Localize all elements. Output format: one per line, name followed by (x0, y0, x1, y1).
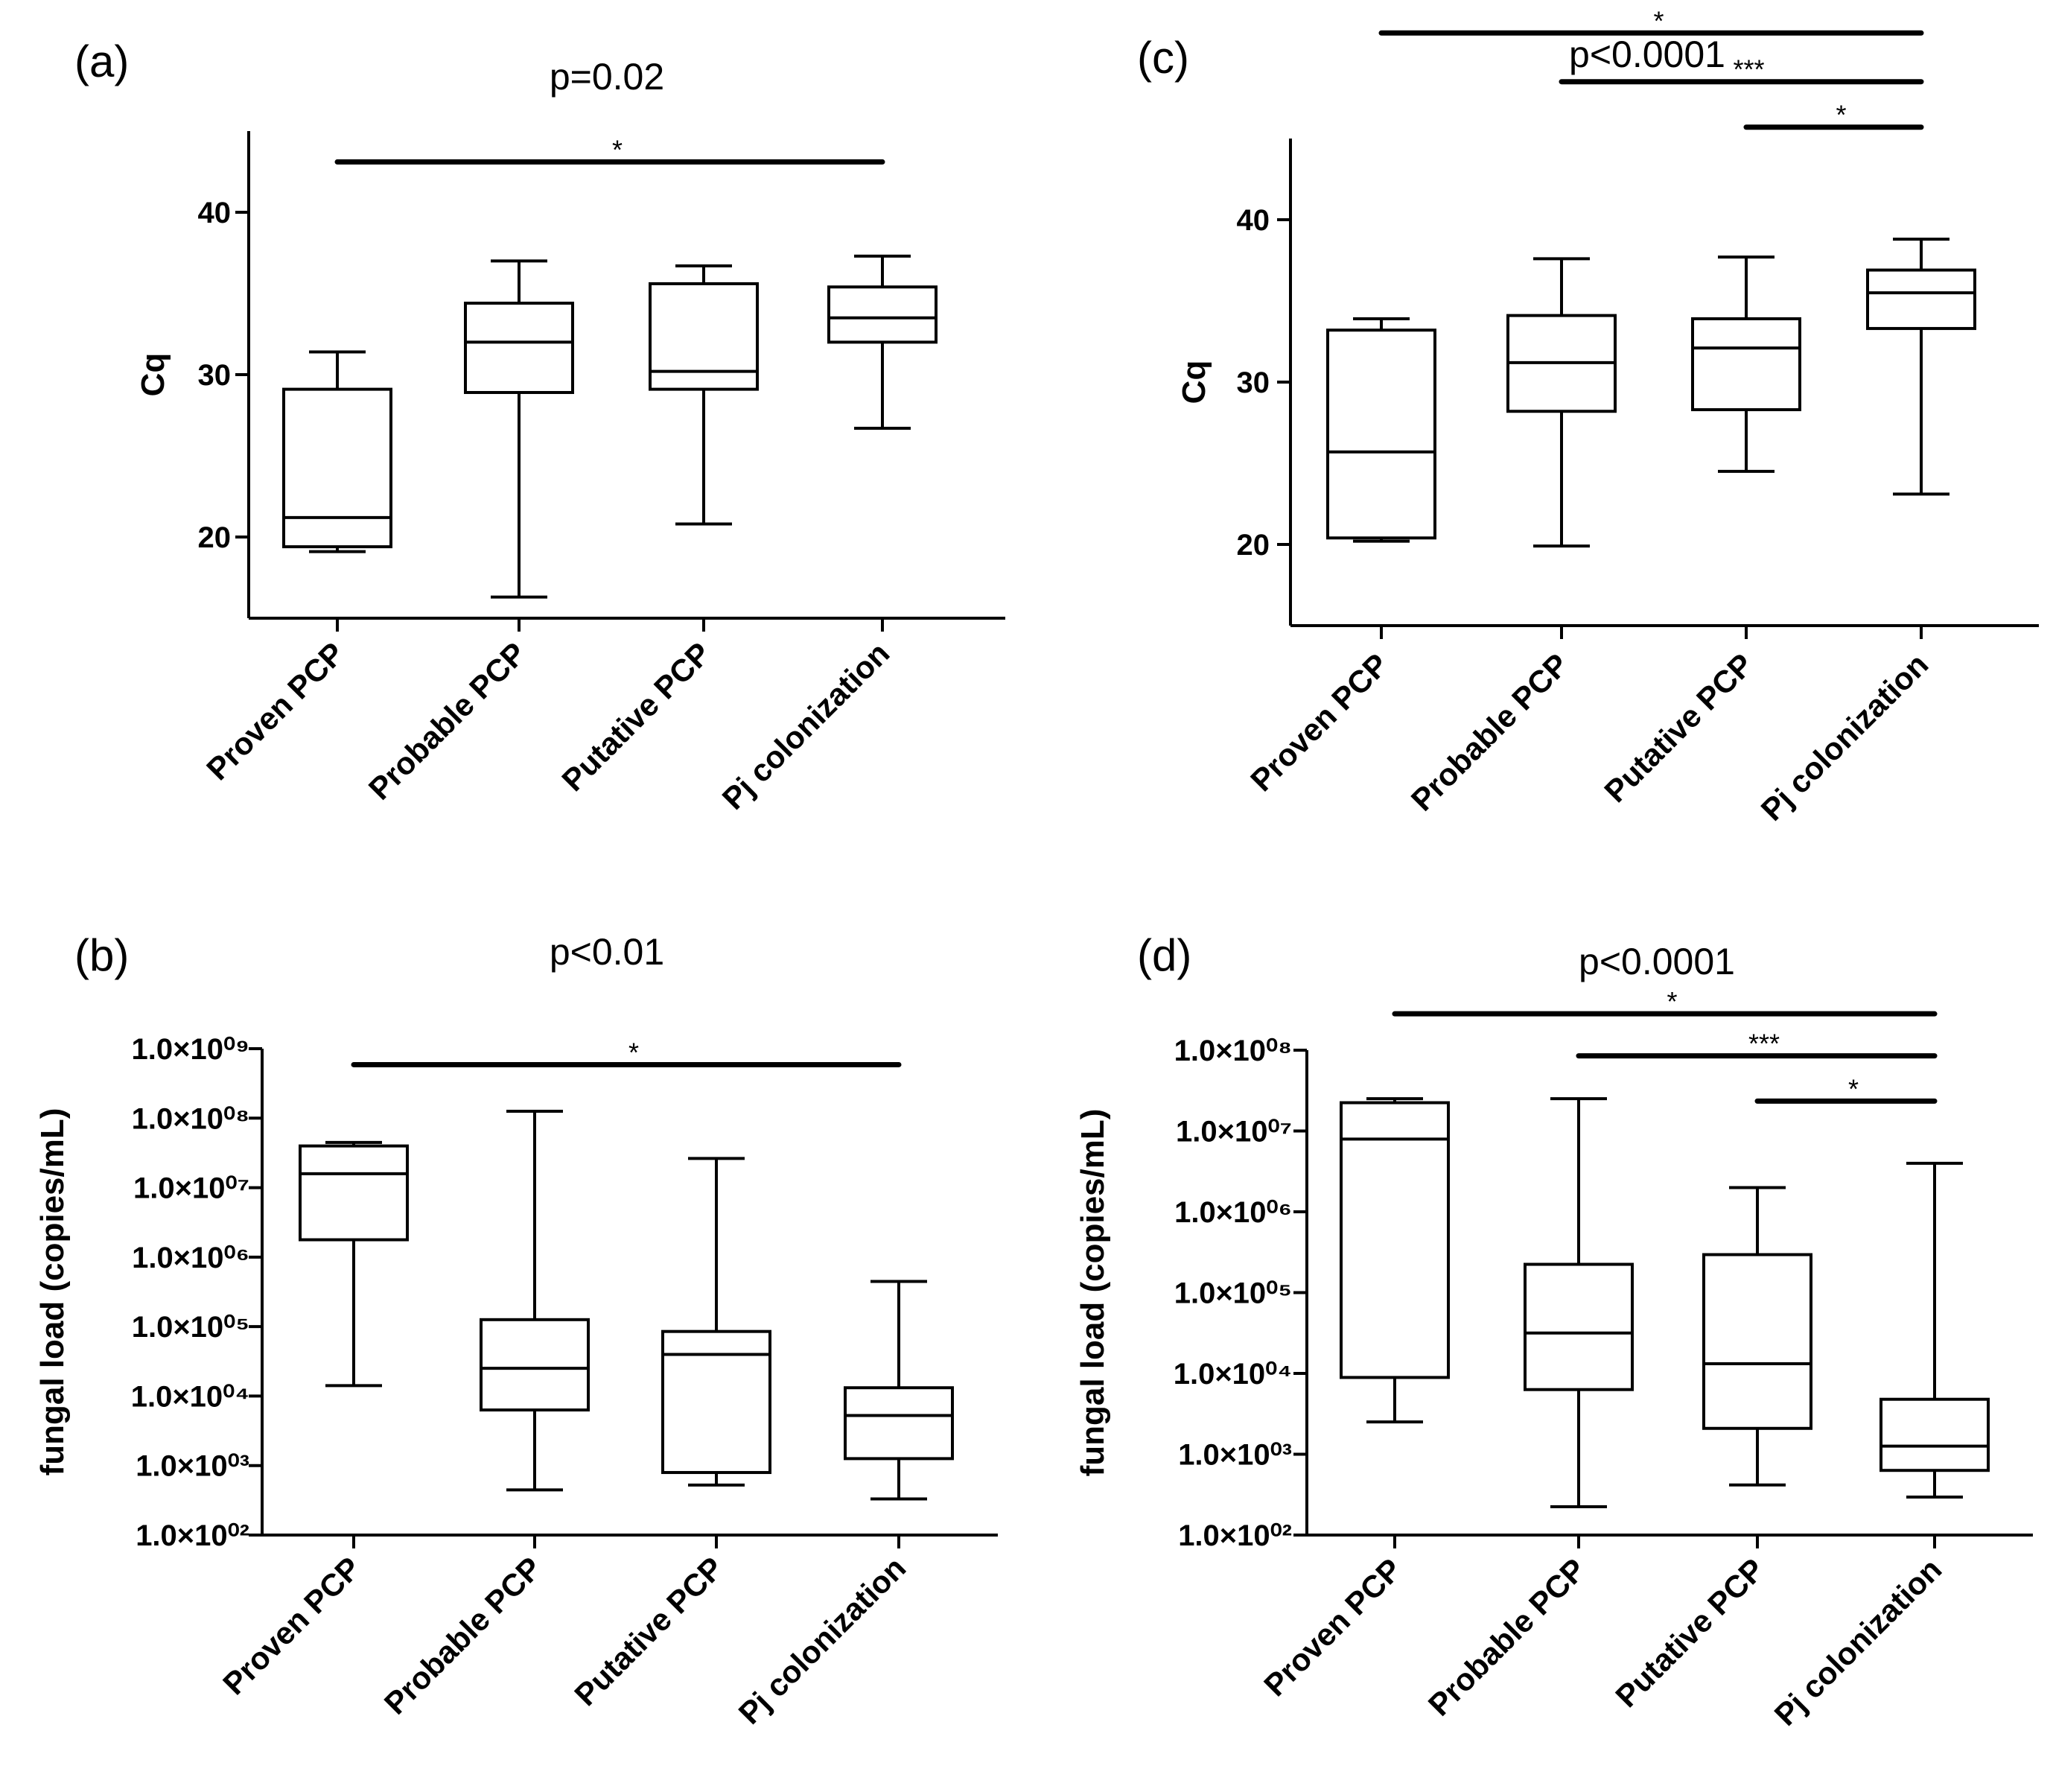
chart-title: p<0.01 (550, 931, 664, 973)
category-label: Pj colonization (1768, 1551, 1949, 1732)
category-label: Proven PCP (216, 1550, 367, 1701)
y-tick-label: 20 (1237, 529, 1270, 562)
iqr-box (282, 387, 392, 549)
category-label: Probable PCP (362, 635, 533, 807)
iqr-box (1691, 317, 1801, 412)
box-3 (1691, 255, 1801, 473)
significance-label: * (1667, 986, 1677, 1017)
significance-label: * (1653, 5, 1664, 36)
iqr-box (480, 1318, 590, 1412)
box-3 (661, 1157, 771, 1487)
iqr-box (464, 302, 574, 394)
y-tick-label: 1.0×10⁰⁴ (1174, 1358, 1292, 1391)
y-tick-label: 40 (1237, 204, 1270, 237)
iqr-box (299, 1144, 409, 1242)
y-tick-label: 1.0×10⁰⁸ (1174, 1035, 1292, 1067)
y-tick-label: 1.0×10⁰⁶ (132, 1242, 249, 1274)
y-tick-label: 1.0×10⁰² (1178, 1519, 1292, 1552)
y-tick-label: 1.0×10⁰⁷ (133, 1172, 249, 1205)
iqr-box (1340, 1101, 1450, 1379)
significance-label: * (628, 1037, 639, 1067)
y-tick-label: 1.0×10⁰⁶ (1174, 1196, 1292, 1229)
y-axis-label: fungal load (copies/mL) (1075, 1109, 1111, 1477)
category-label: Putative PCP (1608, 1551, 1771, 1714)
panel-d: (d) p<0.0001 1.0×10⁰² 1.0×10⁰³ 1.0×10⁰⁴ 1.0×1… (1075, 930, 2033, 1732)
category-label: Proven PCP (1257, 1551, 1408, 1703)
y-tick-label: 30 (198, 359, 232, 392)
y-tick-label: 1.0×10⁰⁷ (1176, 1116, 1292, 1148)
iqr-box (661, 1329, 771, 1475)
iqr-box (1702, 1253, 1812, 1430)
box-2 (480, 1109, 590, 1492)
y-tick-label: 1.0×10⁰⁵ (1174, 1277, 1292, 1310)
y-tick-label: 1.0×10⁰⁸ (132, 1102, 249, 1135)
category-label: Proven PCP (200, 635, 351, 787)
box-4 (844, 1280, 954, 1501)
iqr-box (1866, 268, 1976, 331)
category-label: Putative PCP (555, 635, 717, 798)
y-axis-label: Cq (1176, 360, 1212, 404)
category-label: Pj colonization (1754, 646, 1935, 827)
iqr-box (1524, 1262, 1634, 1391)
iqr-box (827, 285, 938, 344)
box-4 (827, 254, 938, 430)
box-4 (1866, 238, 1976, 496)
significance-label: *** (1748, 1029, 1780, 1059)
significance-label: *** (1733, 54, 1764, 85)
significance-label: * (1836, 100, 1846, 130)
iqr-box (649, 282, 759, 391)
y-tick-label: 1.0×10⁰⁴ (131, 1380, 249, 1413)
box-1 (1326, 317, 1436, 543)
panel-label: (a) (74, 36, 129, 86)
box-1 (299, 1140, 409, 1388)
y-tick-label: 1.0×10⁰² (136, 1519, 249, 1552)
y-axis-label: Cq (135, 353, 171, 397)
box-4 (1879, 1161, 1990, 1499)
panel-label: (c) (1137, 33, 1189, 83)
significance-label: * (612, 134, 623, 165)
category-label: Putative PCP (567, 1550, 730, 1712)
chart-title: p<0.0001 (1579, 941, 1735, 982)
chart-title: p=0.02 (550, 56, 664, 98)
category-label: Probable PCP (378, 1550, 549, 1721)
category-label: Probable PCP (1404, 646, 1576, 818)
box-3 (1702, 1186, 1812, 1487)
y-tick-label: 20 (198, 521, 232, 554)
y-tick-label: 1.0×10⁰⁵ (132, 1311, 249, 1344)
iqr-box (844, 1386, 954, 1461)
box-2 (1524, 1097, 1634, 1509)
box-2 (1506, 257, 1617, 548)
box-2 (464, 259, 574, 599)
box-1 (1340, 1097, 1450, 1424)
panel-label: (d) (1137, 930, 1191, 980)
box-3 (649, 264, 759, 526)
y-tick-label: 1.0×10⁰³ (1178, 1439, 1292, 1472)
panel-c: (c) p<0.0001 20 30 40 Cq Proven PCP Probable PC… (1137, 5, 2039, 827)
category-label: Putative PCP (1597, 646, 1760, 809)
category-label: Proven PCP (1244, 646, 1395, 798)
significance-label: * (1848, 1073, 1859, 1104)
category-label: Pj colonization (716, 635, 897, 816)
panel-b: (b) p<0.01 1.0×10⁰² 1.0×10⁰³ 1.0×10⁰⁴ 1.0×10⁰… (34, 930, 998, 1731)
y-tick-label: 1.0×10⁰⁹ (132, 1033, 249, 1066)
box-1 (282, 350, 392, 553)
panel-label: (b) (74, 930, 129, 980)
iqr-box (1879, 1397, 1990, 1472)
iqr-box (1326, 328, 1436, 540)
y-tick-label: 1.0×10⁰³ (136, 1450, 249, 1483)
y-tick-label: 40 (198, 197, 232, 229)
chart-title: p<0.0001 (1569, 34, 1725, 75)
category-label: Probable PCP (1422, 1551, 1593, 1723)
y-axis-label: fungal load (copies/mL) (34, 1108, 71, 1476)
category-label: Pj colonization (732, 1550, 913, 1731)
y-tick-label: 30 (1237, 366, 1270, 399)
